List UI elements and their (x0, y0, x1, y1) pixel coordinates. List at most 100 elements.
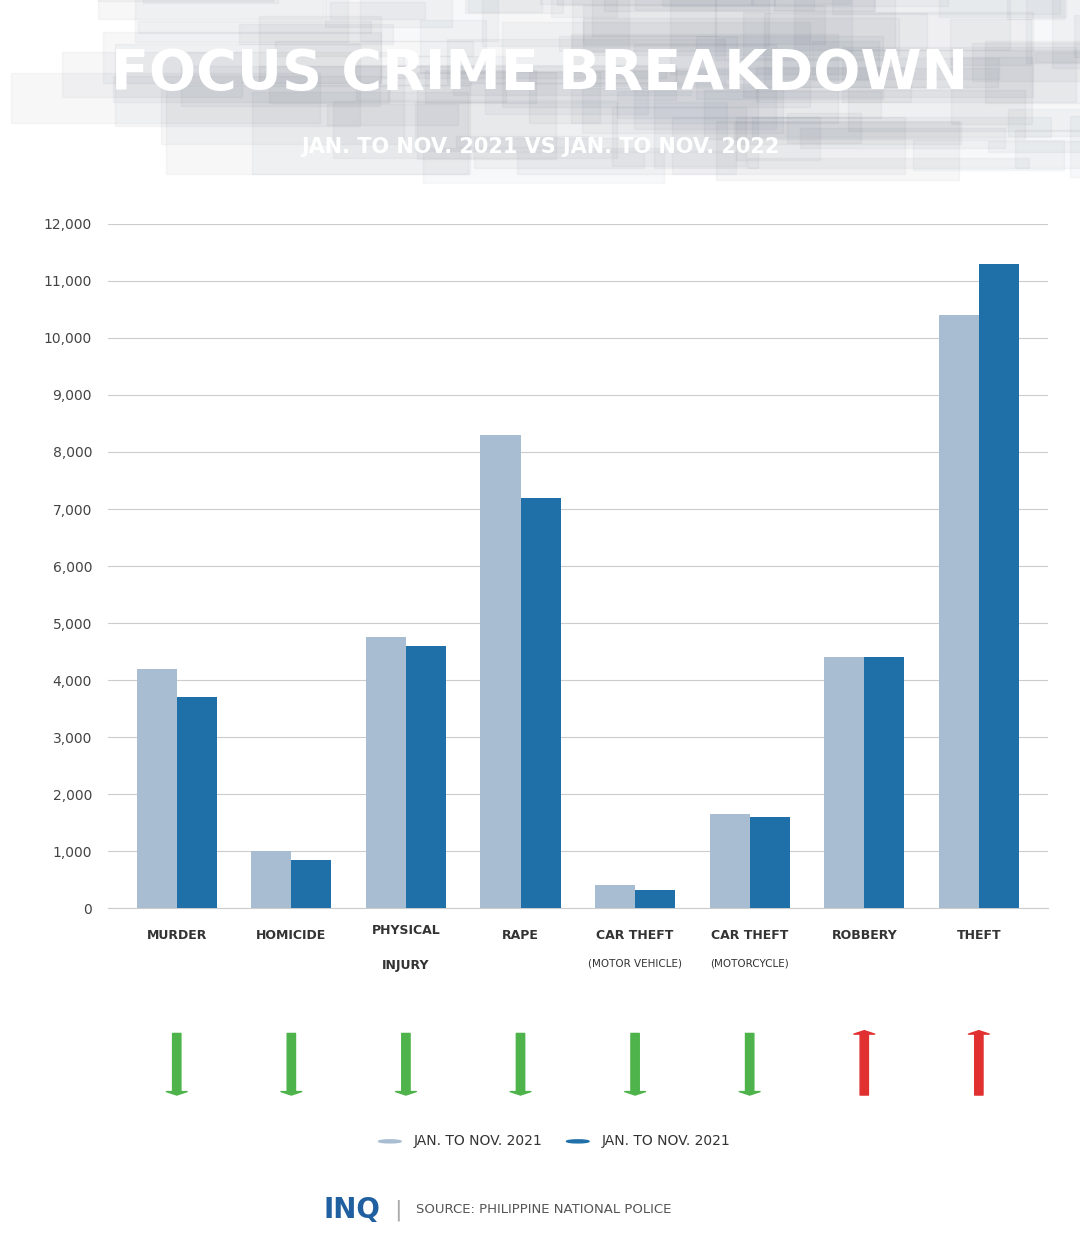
Bar (62, 81, 188, 151)
Ellipse shape (379, 1140, 401, 1143)
Bar (586, 0, 855, 25)
Bar (976, 0, 1080, 49)
Text: RAPE: RAPE (502, 929, 539, 942)
Text: JAN. TO NOV. 2021: JAN. TO NOV. 2021 (602, 1135, 730, 1148)
Bar (200, 57, 354, 149)
Bar (521, 498, 561, 908)
Bar (167, 0, 336, 19)
Bar (462, 0, 627, 50)
Text: MURDER: MURDER (147, 929, 207, 942)
Bar (423, 53, 624, 106)
Bar (687, 165, 881, 182)
Bar (177, 697, 217, 908)
Bar (738, 0, 961, 25)
Bar (788, 90, 1058, 119)
Bar (646, 30, 839, 72)
Bar (933, 107, 1080, 117)
Bar (638, 32, 932, 75)
Bar (950, 0, 1051, 27)
Bar (226, 82, 321, 95)
Bar (417, 97, 624, 152)
Bar (595, 886, 635, 908)
Bar (697, 106, 829, 134)
Text: PHYSICAL: PHYSICAL (372, 924, 441, 937)
Bar (720, 47, 960, 102)
Bar (70, 40, 311, 65)
Bar (592, 78, 826, 167)
Bar (57, 70, 152, 122)
Bar (701, 133, 850, 172)
Bar (208, 25, 283, 106)
Bar (710, 814, 750, 908)
Text: JAN. TO NOV. 2021: JAN. TO NOV. 2021 (414, 1135, 542, 1148)
Bar (137, 669, 177, 908)
Bar (1038, 67, 1080, 91)
Bar (944, 17, 1080, 53)
Bar (872, 0, 1043, 27)
Bar (149, 0, 363, 67)
Bar (136, 139, 368, 172)
Bar (816, 35, 926, 96)
Bar (389, 0, 525, 47)
Bar (969, 147, 1080, 159)
Text: SOURCE: PHILIPPINE NATIONAL POLICE: SOURCE: PHILIPPINE NATIONAL POLICE (416, 1203, 671, 1217)
Bar (983, 85, 1080, 132)
Bar (333, 37, 642, 58)
Bar (171, 0, 374, 6)
Bar (484, 128, 688, 147)
Bar (611, 0, 914, 2)
Text: CAR THEFT: CAR THEFT (711, 929, 788, 942)
Bar (292, 860, 332, 908)
Bar (477, 138, 761, 160)
Bar (21, 113, 113, 168)
Bar (366, 637, 406, 908)
Bar (735, 0, 816, 6)
Bar (824, 657, 864, 908)
Text: (MOTOR VEHICLE): (MOTOR VEHICLE) (589, 959, 683, 969)
Bar (523, 36, 706, 127)
Bar (445, 87, 613, 168)
Bar (341, 44, 619, 100)
Bar (508, 0, 607, 45)
Bar (257, 72, 499, 157)
Bar (1034, 91, 1080, 124)
Bar (2, 0, 301, 7)
Bar (242, 41, 351, 90)
Bar (166, 95, 272, 162)
Text: FOCUS CRIME BREAKDOWN: FOCUS CRIME BREAKDOWN (111, 46, 969, 101)
Text: CAR THEFT: CAR THEFT (596, 929, 674, 942)
Bar (252, 851, 292, 908)
Bar (126, 113, 345, 151)
Bar (910, 118, 1080, 136)
Bar (242, 78, 446, 146)
Bar (675, 0, 948, 51)
Bar (822, 63, 1012, 100)
Bar (527, 107, 762, 174)
Bar (409, 63, 697, 124)
Bar (994, 25, 1080, 63)
Bar (401, 170, 627, 182)
Bar (492, 72, 731, 112)
Bar (706, 91, 972, 182)
Bar (228, 119, 528, 131)
Bar (384, 0, 610, 36)
Bar (854, 63, 1080, 124)
Bar (810, 26, 1062, 73)
Bar (732, 0, 988, 42)
Text: HOMICIDE: HOMICIDE (256, 929, 326, 942)
Text: |: | (394, 1199, 402, 1220)
Bar (978, 264, 1018, 908)
Bar (977, 34, 1080, 56)
Text: (MOTORCYCLE): (MOTORCYCLE) (711, 959, 789, 969)
Bar (438, 60, 592, 107)
Bar (112, 5, 195, 56)
Bar (991, 9, 1052, 80)
Bar (864, 138, 1080, 156)
Text: JAN. TO NOV. 2021 VS JAN. TO NOV. 2022: JAN. TO NOV. 2021 VS JAN. TO NOV. 2022 (301, 137, 779, 157)
Bar (635, 889, 675, 908)
Ellipse shape (567, 1140, 589, 1143)
Bar (267, 100, 366, 117)
Bar (40, 0, 143, 7)
Bar (779, 37, 891, 109)
Bar (584, 0, 838, 6)
